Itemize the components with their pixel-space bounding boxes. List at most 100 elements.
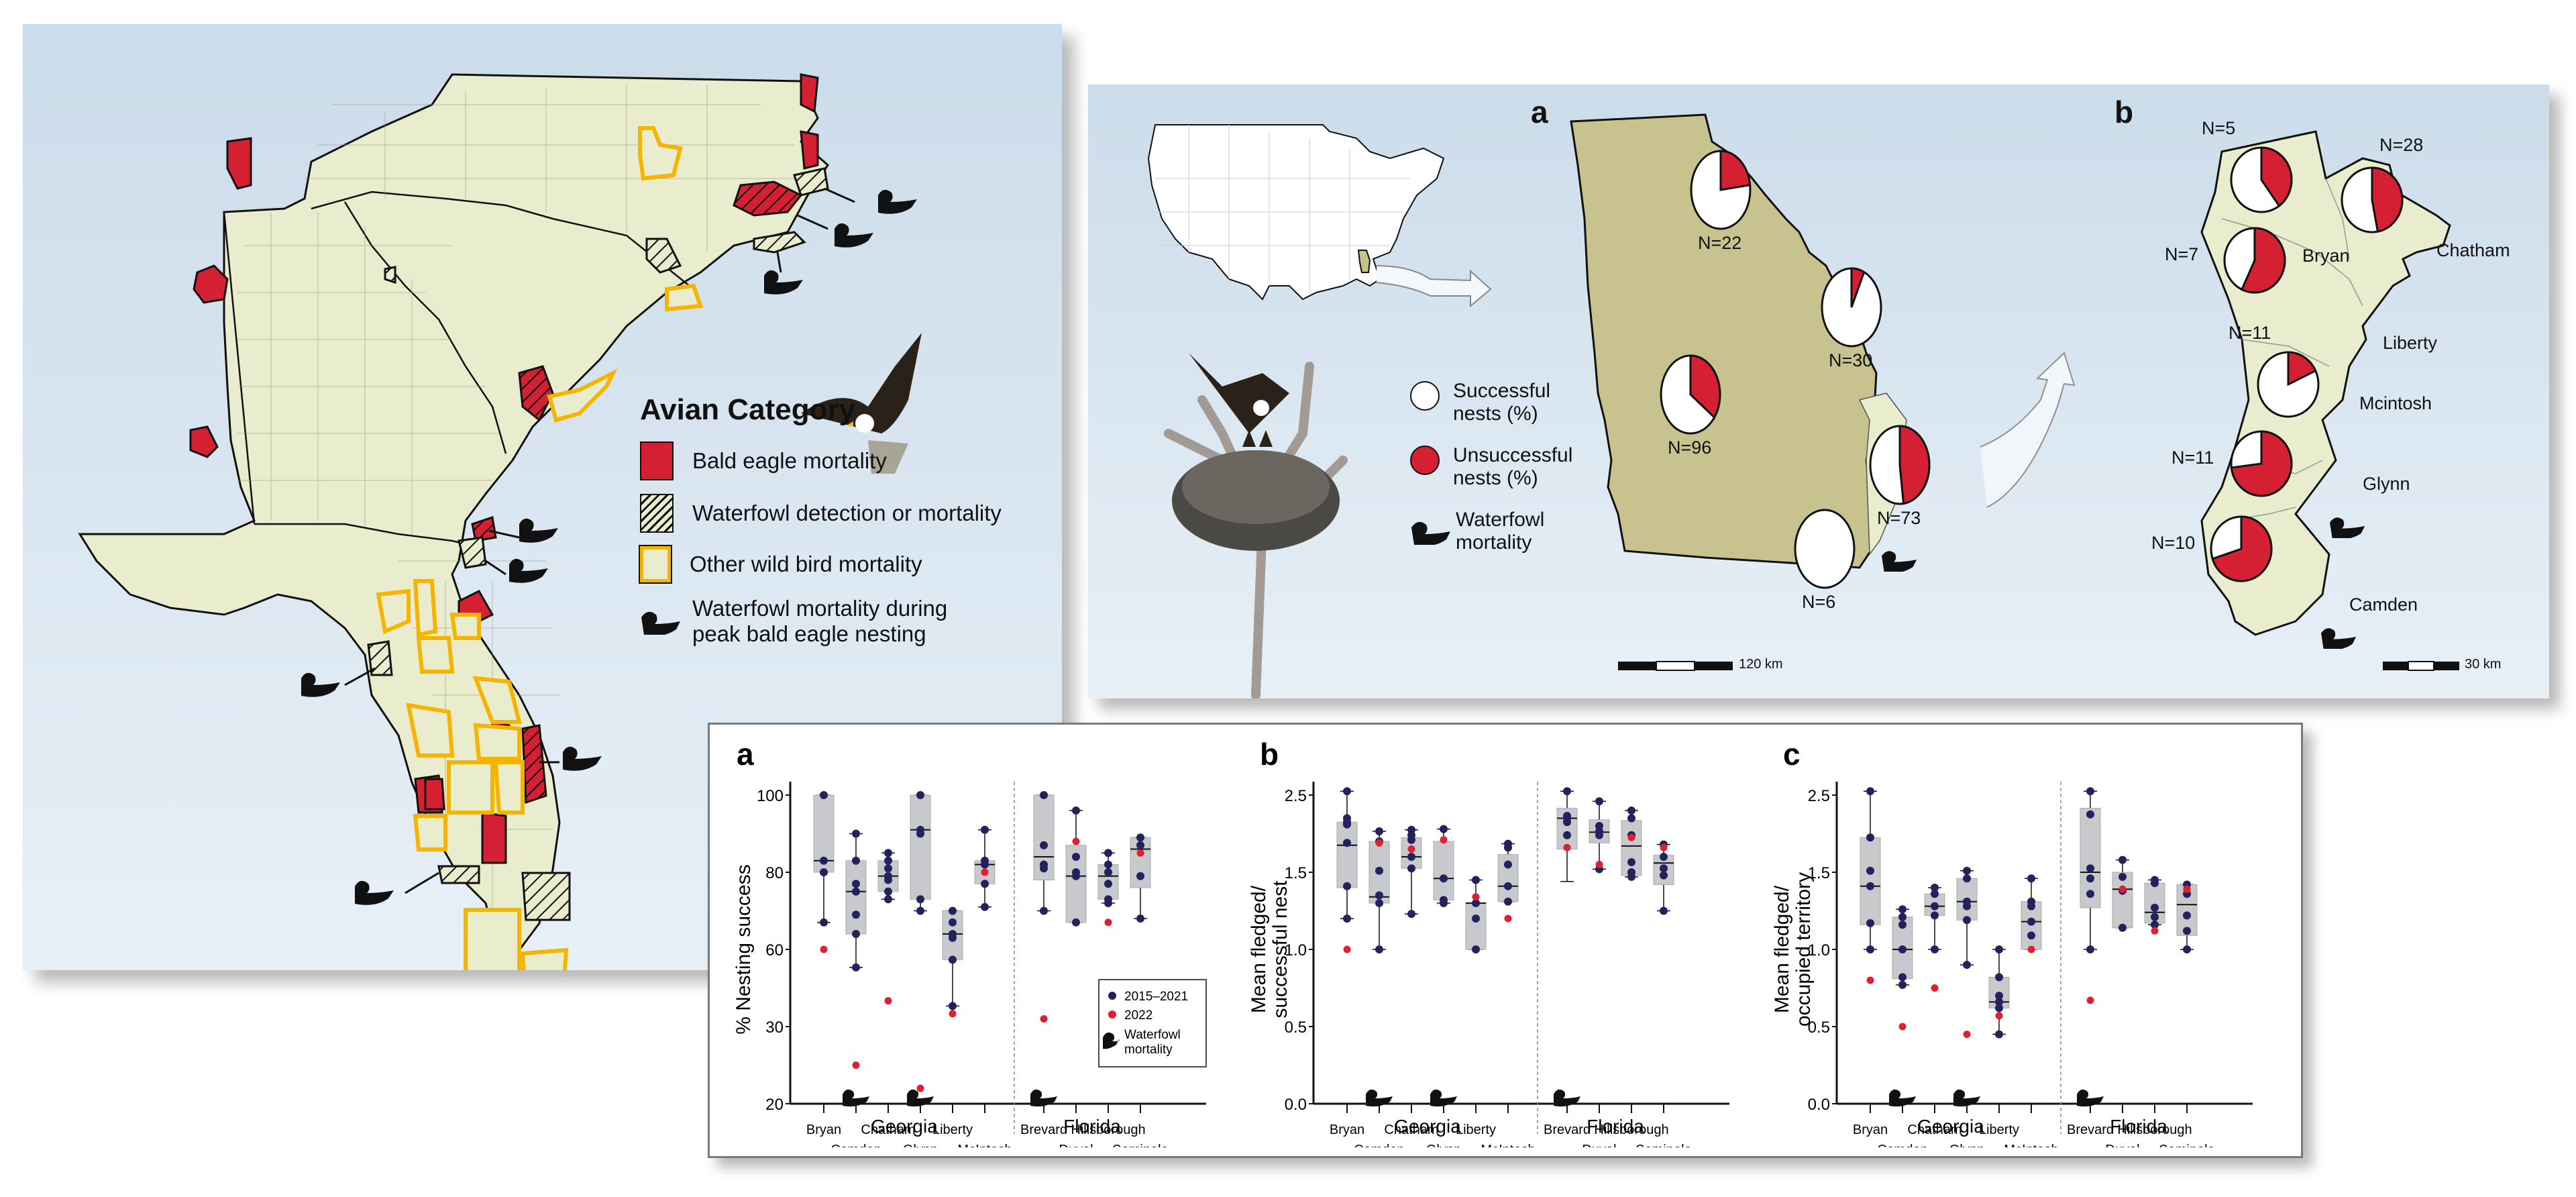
y-tick-label: 30 xyxy=(765,1019,784,1037)
yellow-outline-square-icon xyxy=(639,545,672,584)
data-point-2022 xyxy=(1104,919,1112,927)
data-point-2015-2021 xyxy=(1343,882,1351,890)
data-point-2015-2021 xyxy=(1898,973,1907,982)
data-point-2022 xyxy=(1627,833,1635,841)
x-category-label: Duval xyxy=(1582,1143,1616,1147)
legend-label: Waterfowl xyxy=(1456,509,1545,531)
data-point-2015-2021 xyxy=(852,963,860,972)
duck-icon xyxy=(509,558,548,583)
scale-bar-b xyxy=(2383,661,2459,671)
data-point-2015-2021 xyxy=(1472,876,1480,884)
bald-eagle-inner-areas xyxy=(424,778,445,811)
data-point-2015-2021 xyxy=(981,860,989,869)
legend-label: Waterfowl xyxy=(1124,1028,1181,1042)
pie-chart xyxy=(1660,354,1721,435)
data-point-2022 xyxy=(1472,893,1480,901)
data-point-2015-2021 xyxy=(1040,864,1048,873)
y-tick-label: 2.5 xyxy=(1808,787,1830,805)
x-category-label: Hillsborough xyxy=(1071,1123,1145,1137)
legend-label: Unsuccessful xyxy=(1453,444,1573,466)
data-point-2015-2021 xyxy=(1660,864,1668,873)
y-axis-label: Mean fledged/ xyxy=(1248,885,1270,1013)
data-point-2015-2021 xyxy=(1072,853,1080,861)
data-point-2015-2021 xyxy=(2151,921,2159,929)
y-tick-label: 2.5 xyxy=(1285,787,1307,805)
duck-icon xyxy=(843,1089,869,1107)
data-point-2015-2021 xyxy=(820,868,828,876)
data-point-2015-2021 xyxy=(1898,905,1907,914)
data-point-2022 xyxy=(1995,1012,2003,1020)
data-point-2015-2021 xyxy=(916,791,924,799)
pie-chart xyxy=(2210,515,2273,582)
data-point-2015-2021 xyxy=(1072,872,1080,880)
data-point-2015-2021 xyxy=(1898,913,1907,921)
duck-icon xyxy=(519,518,558,543)
duck-icon xyxy=(1366,1089,1393,1107)
y-tick-label: 80 xyxy=(765,864,784,882)
group-label-florida: Florida xyxy=(1063,1116,1121,1137)
duck-icon xyxy=(563,746,602,771)
data-point-2015-2021 xyxy=(916,829,924,838)
box xyxy=(1465,902,1487,950)
duck-leader-lines xyxy=(344,187,855,894)
chart-panel-letter: a xyxy=(737,737,754,772)
pie-unsuccessful-slice xyxy=(2260,146,2293,207)
data-point-2015-2021 xyxy=(1472,899,1480,907)
x-category-label: Seminole xyxy=(1635,1143,1691,1147)
data-point-2022 xyxy=(1136,849,1144,857)
data-point-2015-2021 xyxy=(2183,927,2191,935)
duck-icon xyxy=(878,189,917,214)
data-point-2015-2021 xyxy=(2027,874,2035,883)
data-point-2015-2021 xyxy=(1931,911,1939,920)
data-point-2015-2021 xyxy=(1040,841,1048,849)
duck-icon xyxy=(1882,551,1917,572)
data-point-2015-2021 xyxy=(949,1002,957,1010)
data-point-2022 xyxy=(1866,976,1874,984)
legend-label: Bald eagle mortality xyxy=(692,448,887,473)
data-point-2015-2021 xyxy=(2151,903,2159,912)
data-point-2015-2021 xyxy=(1136,872,1144,880)
data-point-2015-2021 xyxy=(884,864,892,873)
data-point-2015-2021 xyxy=(1898,921,1907,929)
duck-icon xyxy=(1103,1032,1120,1049)
data-point-2015-2021 xyxy=(820,918,828,927)
x-category-label: Glynn xyxy=(903,1143,938,1147)
data-point-2015-2021 xyxy=(1963,902,1971,910)
y-tick-label: 20 xyxy=(765,1096,784,1114)
box-plot-c: c Mean fledged/occupied territory 0.0 0.5 1.… xyxy=(1771,737,2253,1147)
box-plot-b: b Mean fledged/successful nest 0.0 0.5 1.0 1.… xyxy=(1248,737,1729,1147)
other-bird-mortality-areas xyxy=(376,126,704,970)
bald-eagle-illustration xyxy=(801,333,922,474)
data-point-2015-2021 xyxy=(1866,882,1874,890)
county-label-liberty: Liberty xyxy=(2383,333,2438,353)
pie-unsuccessful-slice xyxy=(2211,515,2273,582)
data-point-2015-2021 xyxy=(2118,855,2127,864)
x-category-label: McIntosh xyxy=(1481,1143,1535,1147)
legend-label: mortality xyxy=(1456,531,1532,554)
x-category-label: Hillsborough xyxy=(2117,1123,2192,1137)
data-point-2015-2021 xyxy=(2151,913,2159,921)
pie-n-label: N=11 xyxy=(2229,323,2271,343)
data-point-2015-2021 xyxy=(1343,787,1351,796)
data-point-2022 xyxy=(1440,836,1448,844)
data-point-2015-2021 xyxy=(1627,814,1635,823)
x-category-label: Glynn xyxy=(1949,1143,1984,1147)
data-point-2022 xyxy=(916,1084,924,1092)
pie-chart xyxy=(1690,150,1752,230)
x-category-label: Bryan xyxy=(1330,1123,1364,1137)
data-point-2015-2021 xyxy=(1440,874,1448,883)
data-point-2015-2021 xyxy=(1104,899,1112,907)
x-category-label: Chatham xyxy=(1907,1123,1962,1137)
data-point-2015-2021 xyxy=(916,895,924,904)
data-point-2015-2021 xyxy=(2118,872,2127,881)
legend-item-waterfowl: Waterfowl detection or mortality xyxy=(640,494,1042,533)
x-category-label: Brevard xyxy=(1544,1123,1591,1137)
data-point-2015-2021 xyxy=(949,906,957,915)
data-point-2015-2021 xyxy=(1931,902,1939,910)
data-point-2022 xyxy=(1407,845,1415,853)
duck-icon xyxy=(641,611,680,635)
data-point-2015-2021 xyxy=(1660,871,1668,880)
scale-bar-a xyxy=(1618,661,1733,671)
legend-item-bald-eagle: Bald eagle mortality xyxy=(640,441,1042,480)
data-point-2015-2021 xyxy=(1072,918,1080,927)
